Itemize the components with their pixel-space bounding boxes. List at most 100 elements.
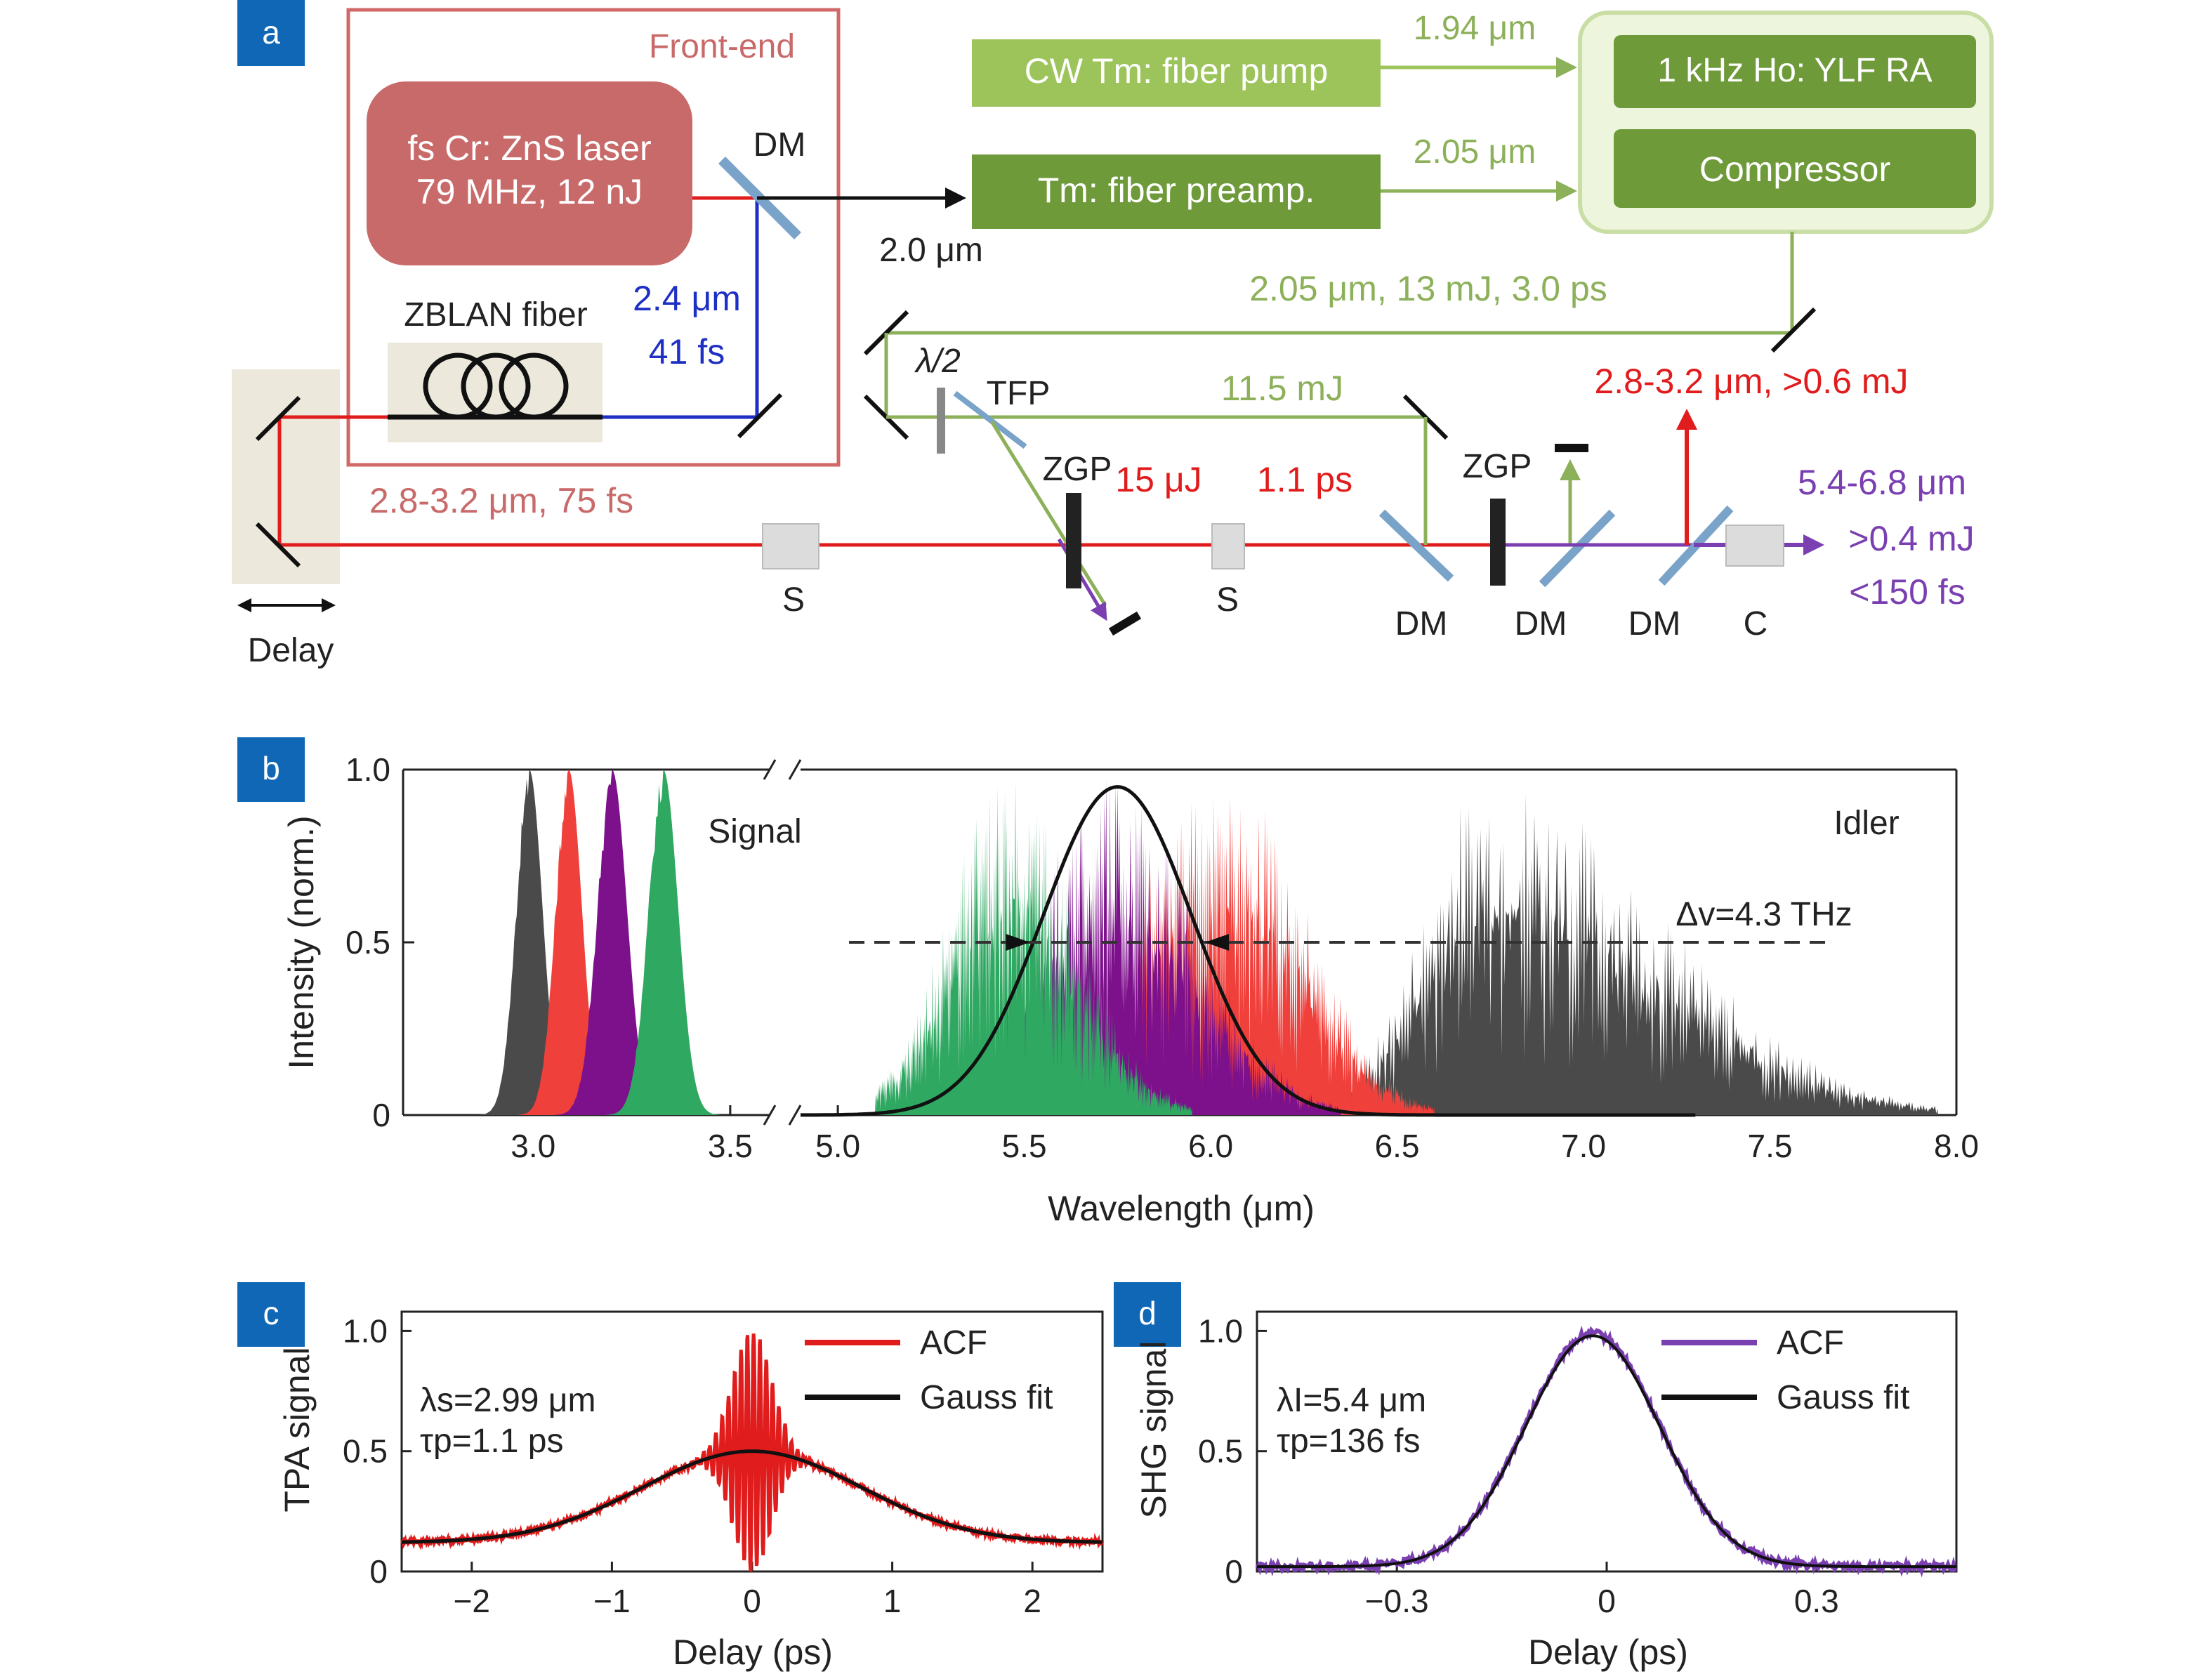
d-ylabel: SHG signal: [1134, 1341, 1173, 1519]
c-xtick-label-2: 0: [743, 1583, 761, 1619]
c-xtick-label-1: −1: [593, 1583, 630, 1619]
pump-mirror-right: [1770, 307, 1817, 353]
d-xtick-label-0: −0.3: [1365, 1583, 1429, 1619]
s-label-2: S: [1216, 581, 1239, 619]
idler-spectrum-3: [875, 781, 1192, 1115]
d-ytick-label-0: 0: [1225, 1553, 1243, 1590]
dump-mirror-1: [1108, 611, 1142, 636]
bandwidth-annotation: Δv=4.3 THz: [1676, 896, 1852, 933]
svg-text:c: c: [263, 1295, 279, 1331]
zgp1-crystal: [1066, 493, 1081, 588]
front-end-label: Front-end: [649, 28, 795, 65]
c-legend-gauss: Gauss fit: [920, 1379, 1053, 1416]
b-xtick-right-label-1: 5.5: [1002, 1128, 1047, 1164]
blue-wavelength-label: 2.4 μm: [633, 279, 741, 318]
front-end-box: [346, 8, 841, 467]
zgp1-label: ZGP: [1043, 451, 1112, 488]
idler-spectrum-1: [1006, 796, 1435, 1115]
c-xlabel: Delay (ps): [673, 1633, 833, 1672]
idler-duration-label: <150 fs: [1849, 572, 1965, 612]
b-xtick-right-label-2: 6.0: [1188, 1128, 1233, 1164]
c-xtick-label-3: 1: [883, 1583, 902, 1619]
signal-spectrum-0: [478, 770, 580, 1115]
c-ytick-label-0: 0: [369, 1553, 388, 1590]
zgp2-crystal: [1490, 499, 1506, 586]
preamp-label: Tm: fiber preamp.: [1038, 171, 1315, 210]
d-ytick-label-1: 0.5: [1198, 1433, 1243, 1470]
zblan-label: ZBLAN fiber: [404, 296, 587, 334]
svg-text:b: b: [262, 750, 280, 786]
b-ytick-label-0: 0: [372, 1097, 390, 1133]
pump-output-label: 2.05 μm, 13 mJ, 3.0 ps: [1249, 269, 1607, 308]
svg-text:a: a: [262, 14, 280, 51]
b-ytick-label-1: 0.5: [345, 924, 390, 961]
d-xtick-label-2: 0.3: [1794, 1583, 1839, 1619]
c-gauss-fit-curve: [402, 1449, 1102, 1544]
s-label-1: S: [782, 581, 805, 619]
fwhm-arrow-left: [1006, 934, 1030, 951]
panel-b-spectra: b 0 0.5 1.0 3.0 3.5 5.0 5.5 6.0 6.5 7.0 7.5 8.0 Sig…: [237, 737, 1979, 1228]
panel-d-badge: d: [1114, 1282, 1181, 1347]
d-legend-gauss: Gauss fit: [1777, 1379, 1909, 1416]
d-legend-acf: ACF: [1777, 1324, 1844, 1362]
idler-spectrum-0: [1341, 792, 1938, 1115]
wl-205-label: 2.05 μm: [1414, 133, 1536, 171]
panel-c-badge: c: [237, 1282, 305, 1347]
signal-annotation: Signal: [708, 813, 801, 850]
fwhm-arrow-right: [1205, 934, 1230, 951]
b-axis-break-1: [788, 759, 802, 780]
idler-wl-label: 5.4-6.8 μm: [1798, 463, 1966, 502]
compressor-label: Compressor: [1699, 150, 1890, 189]
delay-mirror-top: [255, 395, 301, 442]
halfwave-label: λ/2: [914, 343, 961, 380]
b-axis-break-2: [763, 1105, 777, 1126]
s-window-2: [1211, 523, 1245, 569]
idler-annotation: Idler: [1834, 805, 1899, 842]
b-axis-break-0: [763, 759, 777, 780]
ra-box: [1614, 35, 1976, 108]
cw-pump-label: CW Tm: fiber pump: [1025, 51, 1329, 91]
dm2-mirror: [1539, 509, 1616, 588]
b-ylabel: Intensity (norm.): [282, 815, 321, 1069]
b-xtick-right-label-5: 7.5: [1748, 1128, 1793, 1164]
signal-input-label: 2.8-3.2 μm, 75 fs: [369, 481, 633, 520]
shg-plot-area: 0 0.5 1.0 −0.3 0 0.3: [1198, 1310, 1958, 1619]
d-xlabel: Delay (ps): [1528, 1633, 1688, 1672]
panel-c-tpa-acf: c 0 0.5 1.0 −2 −1 0 1 2 λs=2.99 μm τp=1.1 ps AC…: [237, 1282, 1105, 1672]
c-legend-acf: ACF: [920, 1324, 987, 1362]
tfp: [953, 390, 1027, 449]
signal-spectrum-1: [518, 770, 619, 1115]
b-xtick-left-label-0: 3.0: [511, 1128, 555, 1164]
preamp-box: [972, 154, 1381, 229]
b-xtick-right-label-3: 6.5: [1375, 1128, 1420, 1164]
b-xlabel: Wavelength (μm): [1048, 1189, 1315, 1228]
energy-115-label: 11.5 mJ: [1221, 369, 1343, 408]
c-ytick-label-2: 1.0: [343, 1312, 388, 1349]
svg-text:d: d: [1138, 1295, 1157, 1331]
delay-label: Delay: [248, 632, 334, 669]
c-label: C: [1744, 605, 1768, 642]
c-window: [1725, 525, 1784, 567]
c-ytick-label-1: 0.5: [343, 1433, 388, 1470]
pump-diag-to-zgp1: [989, 420, 1107, 607]
cr-zns-laser-box: [367, 81, 692, 265]
panel-a-setup-diagram: a Front-end fs Cr: ZnS laser 79 MHz, 12 …: [232, 0, 1994, 669]
d-ytick-label-2: 1.0: [1198, 1312, 1243, 1349]
duration-11ps-label: 1.1 ps: [1257, 460, 1352, 499]
red-output-label: 2.8-3.2 μm, >0.6 mJ: [1594, 362, 1908, 401]
zblan-fiber-coil: [388, 352, 603, 420]
bottom-mirror-frontend: [737, 393, 783, 439]
gauss-fit-curve: [801, 785, 1696, 1117]
idler-diag: [1057, 538, 1107, 621]
laser-label-line1: fs Cr: ZnS laser: [407, 128, 651, 168]
panel-b-badge: b: [237, 737, 305, 802]
spectra-plot-area: 0 0.5 1.0 3.0 3.5 5.0 5.5 6.0 6.5 7.0 7.5 8.0: [345, 751, 1979, 1164]
panel-a-badge: a: [237, 0, 305, 66]
c-param2: τp=1.1 ps: [420, 1423, 563, 1460]
s-window-1: [762, 523, 819, 569]
delay-mirror-bottom: [255, 522, 301, 568]
c-ylabel: TPA signal: [277, 1347, 317, 1512]
ra-label: 1 kHz Ho: YLF RA: [1657, 52, 1932, 89]
wl-194-label: 1.94 μm: [1414, 10, 1536, 47]
